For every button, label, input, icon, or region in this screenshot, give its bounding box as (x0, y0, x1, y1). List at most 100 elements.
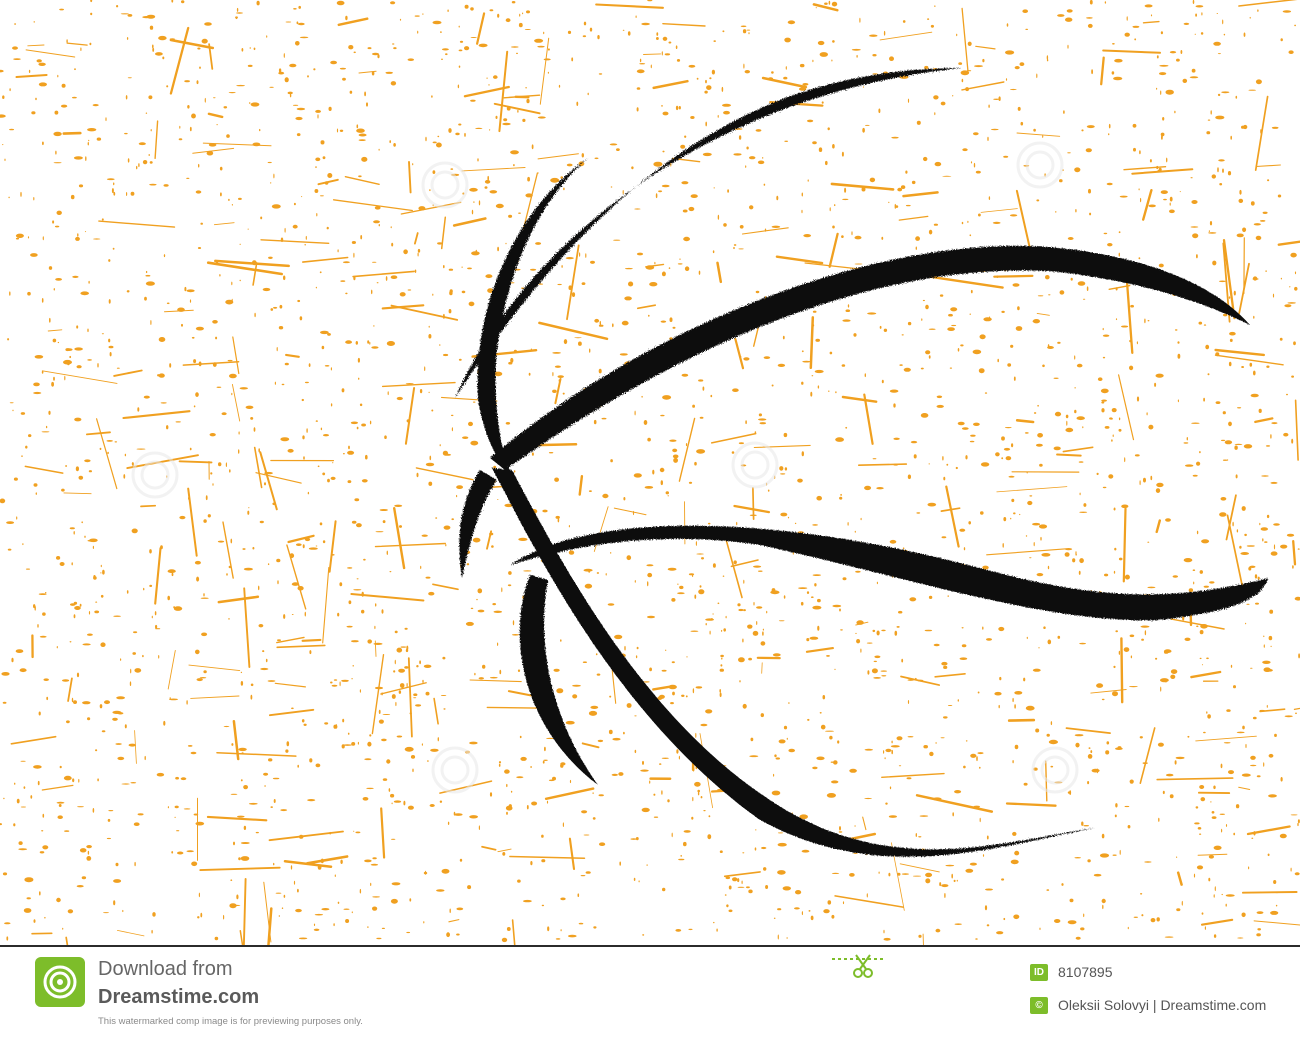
grunge-speck (287, 741, 290, 746)
grunge-speck (942, 176, 951, 177)
grunge-speck (1221, 91, 1229, 93)
grunge-speck (46, 697, 48, 700)
grunge-speck (1108, 133, 1109, 135)
grunge-speck (137, 449, 146, 450)
grunge-speck (1016, 326, 1023, 331)
grunge-speck (320, 271, 322, 273)
grunge-speck (696, 686, 703, 688)
grunge-speck (348, 480, 352, 483)
grunge-speck (188, 745, 193, 747)
grunge-speck (175, 817, 176, 818)
grunge-speck (1026, 706, 1035, 711)
grunge-speck (634, 715, 636, 716)
grunge-speck (21, 761, 26, 762)
grunge-speck (956, 467, 958, 469)
grunge-speck (341, 680, 349, 682)
grunge-speck (720, 664, 722, 666)
grunge-speck (471, 608, 474, 609)
grunge-speck (1267, 179, 1269, 181)
grunge-speck (42, 612, 46, 615)
grunge-speck (738, 609, 743, 611)
grunge-speck (914, 454, 917, 458)
grunge-speck (1011, 499, 1014, 502)
grunge-speck (218, 541, 224, 543)
grunge-scratch (200, 868, 279, 870)
grunge-speck (596, 653, 598, 655)
grunge-speck (20, 668, 27, 672)
grunge-speck (491, 545, 494, 548)
grunge-speck (732, 388, 739, 392)
grunge-speck (696, 553, 704, 554)
grunge-speck (1257, 928, 1261, 930)
grunge-speck (391, 899, 398, 904)
grunge-speck (1013, 915, 1019, 920)
grunge-speck (74, 156, 83, 159)
grunge-speck (241, 681, 243, 686)
grunge-speck (1278, 195, 1281, 198)
grunge-speck (523, 900, 532, 902)
grunge-speck (1113, 855, 1117, 856)
grunge-speck (662, 670, 667, 672)
grunge-speck (62, 928, 63, 930)
grunge-speck (994, 692, 1001, 696)
grunge-speck (1222, 20, 1223, 25)
grunge-speck (1237, 732, 1245, 734)
grunge-speck (628, 31, 631, 35)
grunge-speck (840, 494, 842, 496)
grunge-scratch (25, 466, 62, 473)
grunge-speck (722, 87, 724, 92)
grunge-speck (780, 473, 785, 474)
grunge-speck (268, 680, 276, 682)
grunge-speck (353, 831, 354, 832)
grunge-speck (372, 53, 379, 56)
grunge-speck (10, 402, 14, 403)
grunge-speck (661, 321, 667, 323)
grunge-speck (1082, 426, 1083, 428)
grunge-speck (360, 235, 362, 239)
grunge-speck (450, 909, 451, 914)
grunge-speck (765, 885, 768, 889)
grunge-speck (848, 304, 849, 307)
grunge-speck (330, 682, 333, 684)
grunge-speck (1173, 575, 1178, 578)
grunge-speck (737, 603, 740, 606)
grunge-speck (584, 835, 590, 836)
grunge-speck (844, 188, 846, 193)
grunge-speck (146, 113, 147, 114)
grunge-speck (1067, 152, 1071, 153)
grunge-speck (778, 843, 787, 847)
grunge-speck (891, 741, 892, 744)
grunge-speck (133, 631, 137, 633)
grunge-speck (1176, 757, 1185, 759)
grunge-speck (934, 112, 935, 115)
grunge-scratch (498, 849, 511, 852)
grunge-speck (74, 531, 75, 535)
grunge-speck (980, 334, 986, 339)
grunge-speck (126, 95, 128, 99)
grunge-speck (322, 473, 325, 476)
grunge-speck (1211, 110, 1212, 114)
grunge-speck (456, 485, 463, 489)
grunge-speck (929, 230, 932, 235)
grunge-speck (709, 815, 711, 817)
grunge-speck (97, 778, 99, 781)
grunge-speck (1075, 551, 1076, 556)
grunge-speck (712, 614, 714, 615)
grunge-speck (389, 140, 391, 143)
grunge-speck (1105, 1, 1106, 3)
grunge-speck (34, 21, 35, 23)
grunge-speck (441, 59, 443, 60)
grunge-speck (95, 749, 97, 751)
grunge-speck (1006, 456, 1012, 460)
grunge-speck (225, 300, 233, 305)
image-id: 8107895 (1058, 964, 1113, 980)
grunge-speck (1158, 818, 1159, 822)
grunge-speck (392, 43, 394, 44)
grunge-speck (117, 757, 124, 760)
grunge-speck (383, 520, 386, 523)
grunge-speck (89, 43, 91, 46)
grunge-speck (320, 331, 329, 334)
grunge-speck (722, 104, 731, 107)
grunge-speck (432, 294, 433, 296)
grunge-speck (392, 694, 396, 699)
